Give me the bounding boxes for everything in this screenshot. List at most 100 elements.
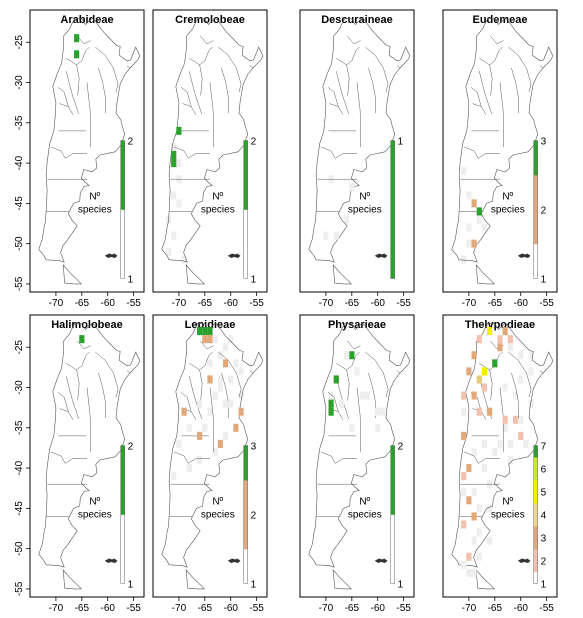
legend-tick-label: 2 (251, 137, 257, 148)
legend-bar-segment (533, 218, 538, 222)
background-cell (528, 367, 534, 376)
background-cell (228, 375, 234, 384)
legend-bar-segment (390, 259, 395, 263)
province-border (511, 67, 519, 114)
province-border (336, 46, 360, 66)
legend-bar-segment (120, 496, 125, 499)
legend-bar-segment (533, 161, 538, 164)
legend-bar-segment (120, 535, 125, 538)
province-border (329, 103, 339, 107)
legend-bar-segment (390, 523, 395, 527)
province-border (464, 146, 479, 159)
legend-bar-segment (390, 482, 395, 485)
x-tick-label: -60 (101, 298, 116, 309)
legend-bar-segment (533, 581, 538, 584)
species-cell (481, 367, 488, 376)
legend-bar-segment (120, 152, 125, 155)
background-cell (512, 391, 519, 400)
legend-bar-segment (243, 147, 248, 151)
legend-bar-segment (243, 468, 248, 472)
province-border (346, 369, 350, 401)
legend-bar-segment (243, 514, 248, 518)
species-cell (207, 327, 213, 336)
legend-bar-segment (120, 468, 125, 472)
legend-tick-label: 3 (541, 137, 547, 148)
legend-bar-segment (533, 551, 538, 554)
legend-bar-segment (390, 539, 395, 543)
legend-bar-segment (120, 202, 125, 206)
legend-bar-segment (243, 246, 248, 249)
legend-bar-segment (533, 181, 538, 185)
species-cell (471, 512, 477, 521)
background-cell (176, 159, 182, 168)
legend-bar-segment (390, 507, 395, 511)
legend-bar-segment (243, 161, 248, 164)
province-border (249, 370, 254, 374)
legend-bar-segment (120, 505, 125, 508)
panel-frame (299, 314, 415, 598)
species-cell (228, 399, 234, 408)
species-cell (74, 50, 80, 59)
background-cell (471, 536, 477, 545)
legend-bar-segment (120, 463, 125, 467)
legend-bar-segment (390, 243, 395, 247)
legend-bar-segment (533, 482, 538, 485)
legend-bar-segment (120, 250, 125, 254)
legend-bar-segment (390, 535, 395, 538)
x-tick-label: -55 (126, 603, 141, 614)
legend-bar-segment (533, 156, 538, 160)
legend-bar-segment (533, 250, 538, 254)
legend-bar-segment (390, 445, 395, 449)
legend-bar-frame (243, 445, 248, 584)
x-tick-label: -55 (539, 603, 554, 614)
species-cell (502, 327, 508, 336)
legend-bar-segment (533, 200, 538, 203)
legend-bar-segment (243, 523, 248, 527)
legend-bar-segment (120, 581, 125, 584)
legend-bar-segment (120, 246, 125, 249)
legend-bar-segment (243, 142, 248, 146)
legend-bar-segment (390, 211, 395, 215)
legend-bar-segment (243, 257, 248, 261)
legend-bar-segment (243, 482, 248, 485)
legend-bar-segment (120, 220, 125, 224)
legend-bar-segment (243, 496, 248, 499)
legend-bar-segment (533, 447, 538, 451)
legend-bar-segment (390, 459, 395, 462)
legend-bar-segment (120, 147, 125, 151)
legend-bar-segment (390, 509, 395, 513)
species-cell (471, 239, 477, 248)
legend-bar-segment (390, 493, 395, 497)
x-tick-label: -70 (49, 298, 64, 309)
legend-bar-segment (243, 571, 248, 575)
legend-bar-segment (243, 581, 248, 584)
legend-bar-segment (120, 264, 125, 268)
legend-bar-segment (120, 230, 125, 233)
species-cell (171, 151, 177, 160)
legend-bar-segment (120, 156, 125, 160)
legend-bar-segment (120, 204, 125, 208)
legend-bar-segment (533, 204, 538, 208)
x-tick-label: -70 (319, 603, 334, 614)
legend-bar-segment (243, 179, 248, 183)
legend-bar-segment (120, 269, 125, 272)
legend-bar-segment (243, 266, 248, 270)
species-cell (466, 367, 472, 376)
legend-tick-label: 2 (128, 442, 134, 453)
province-border (347, 340, 361, 350)
country-outline (308, 17, 411, 263)
map-panel: Thelypodieae 1 2 3 4 5 6 7 Nº species -70 -65 -60 -55 (442, 314, 558, 614)
province-border (76, 369, 80, 401)
legend-bar-segment (390, 253, 395, 256)
islands-shape (227, 253, 241, 259)
legend-bar-segment (390, 544, 395, 547)
x-tick-label: -60 (224, 603, 239, 614)
islands-shape (104, 253, 118, 259)
province-border (499, 387, 504, 452)
y-tick-label: -40 (14, 155, 25, 170)
legend-bar-segment (243, 466, 248, 469)
legend-bar-segment (390, 521, 395, 524)
species-cell (476, 207, 482, 216)
legend-bar-segment (390, 184, 395, 187)
map-panel: Descuraineae 1 Nº species -70 -65 -60 -55 (299, 9, 415, 309)
